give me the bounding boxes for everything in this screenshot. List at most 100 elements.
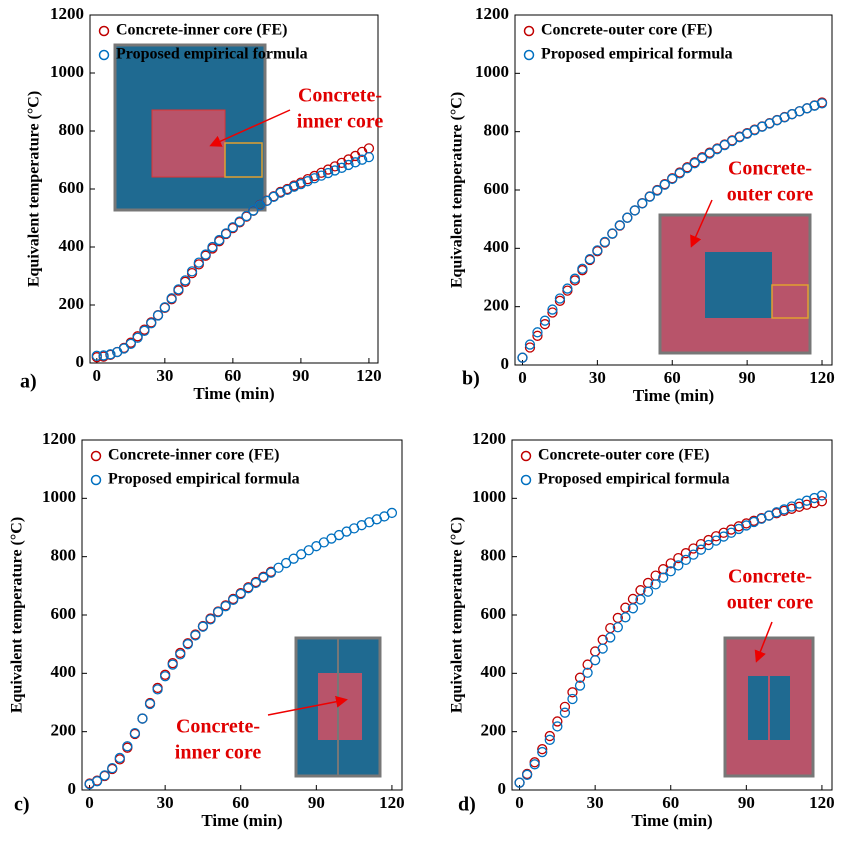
x-tick-label: 60 <box>224 366 241 385</box>
y-tick-label: 400 <box>481 662 507 681</box>
y-axis-title: Equivalent temperature (°C) <box>26 91 43 287</box>
x-tick-label: 0 <box>93 366 102 385</box>
y-tick-label: 200 <box>51 721 77 740</box>
x-tick-label: 90 <box>292 366 309 385</box>
y-tick-label: 1000 <box>475 62 509 81</box>
marker <box>198 622 207 631</box>
y-tick-label: 200 <box>484 296 510 315</box>
marker <box>530 758 539 767</box>
y-tick-label: 400 <box>484 237 510 256</box>
annotation: Concrete- <box>176 716 260 738</box>
y-tick-label: 1200 <box>42 429 76 448</box>
panel-label: a) <box>20 371 37 393</box>
marker <box>591 656 600 665</box>
marker <box>530 760 539 769</box>
x-axis-title: Time (min) <box>631 811 712 830</box>
marker <box>160 303 169 312</box>
x-tick-label: 90 <box>738 793 755 812</box>
legend-label: Concrete-outer core (FE) <box>538 447 709 464</box>
y-axis-title: Equivalent temperature (°C) <box>449 92 466 288</box>
y-tick-label: 1000 <box>472 487 506 506</box>
annotation: Concrete- <box>728 566 812 588</box>
legend-marker <box>100 51 109 60</box>
x-axis-title: Time (min) <box>201 811 282 830</box>
y-tick-label: 600 <box>51 604 77 623</box>
panel-label: d) <box>458 794 476 816</box>
y-tick-label: 0 <box>498 779 507 798</box>
marker <box>563 284 572 293</box>
legend-label: Proposed empirical formula <box>116 46 308 63</box>
y-tick-label: 800 <box>59 120 85 139</box>
marker <box>269 192 278 201</box>
legend-label: Proposed empirical formula <box>541 46 733 63</box>
annotation: outer core <box>727 592 814 614</box>
legend-label: Concrete-inner core (FE) <box>116 22 288 39</box>
x-tick-label: 90 <box>308 793 325 812</box>
marker <box>608 229 617 238</box>
legend-marker <box>525 27 534 36</box>
marker <box>560 708 569 717</box>
marker <box>598 644 607 653</box>
marker <box>623 213 632 222</box>
legend-marker <box>522 452 531 461</box>
annotation: inner core <box>175 742 262 764</box>
legend-label: Proposed empirical formula <box>538 471 730 488</box>
marker <box>214 608 223 617</box>
y-tick-label: 200 <box>59 294 85 313</box>
y-tick-label: 1200 <box>475 4 509 23</box>
x-tick-label: 60 <box>664 368 681 387</box>
x-tick-label: 120 <box>356 366 382 385</box>
legend-marker <box>92 476 101 485</box>
legend-marker <box>92 452 101 461</box>
x-axis-title: Time (min) <box>633 386 714 405</box>
y-tick-label: 1200 <box>472 429 506 448</box>
y-axis-title: Equivalent temperature (°C) <box>9 517 26 713</box>
inset-a <box>115 45 265 210</box>
x-tick-label: 30 <box>156 366 173 385</box>
y-tick-label: 800 <box>51 546 77 565</box>
y-tick-label: 1000 <box>50 62 84 81</box>
legend-marker <box>525 51 534 60</box>
x-tick-label: 30 <box>587 793 604 812</box>
annotation: inner core <box>297 111 384 133</box>
marker <box>387 508 396 517</box>
y-tick-label: 800 <box>484 121 510 140</box>
y-tick-label: 600 <box>59 178 85 197</box>
y-tick-label: 600 <box>484 179 510 198</box>
figure: 0200400600800100012000306090120Time (min… <box>0 0 844 853</box>
y-axis-title: Equivalent temperature (°C) <box>449 517 466 713</box>
y-tick-label: 400 <box>59 236 85 255</box>
x-tick-label: 30 <box>157 793 174 812</box>
marker <box>100 771 109 780</box>
annotation: Concrete- <box>728 158 812 180</box>
legend-marker <box>100 27 109 36</box>
inset-b <box>660 215 810 353</box>
legend-marker <box>522 476 531 485</box>
y-tick-label: 600 <box>481 604 507 623</box>
marker <box>600 237 609 246</box>
x-tick-label: 60 <box>662 793 679 812</box>
x-tick-label: 90 <box>739 368 756 387</box>
y-tick-label: 0 <box>68 779 77 798</box>
legend-label: Concrete-outer core (FE) <box>541 22 712 39</box>
legend-label: Concrete-inner core (FE) <box>108 447 280 464</box>
x-tick-label: 30 <box>589 368 606 387</box>
y-tick-label: 0 <box>501 354 510 373</box>
y-tick-label: 1000 <box>42 487 76 506</box>
marker <box>138 714 147 723</box>
y-tick-label: 400 <box>51 662 77 681</box>
marker <box>638 199 647 208</box>
x-tick-label: 0 <box>518 368 527 387</box>
annotation: Concrete- <box>298 85 382 107</box>
marker <box>615 221 624 230</box>
inset-d <box>725 638 813 776</box>
marker <box>630 206 639 215</box>
marker <box>645 192 654 201</box>
x-tick-label: 0 <box>85 793 94 812</box>
marker <box>568 695 577 704</box>
y-tick-label: 200 <box>481 721 507 740</box>
marker <box>563 286 572 295</box>
x-tick-label: 60 <box>232 793 249 812</box>
marker <box>154 311 163 320</box>
y-tick-label: 0 <box>76 352 85 371</box>
